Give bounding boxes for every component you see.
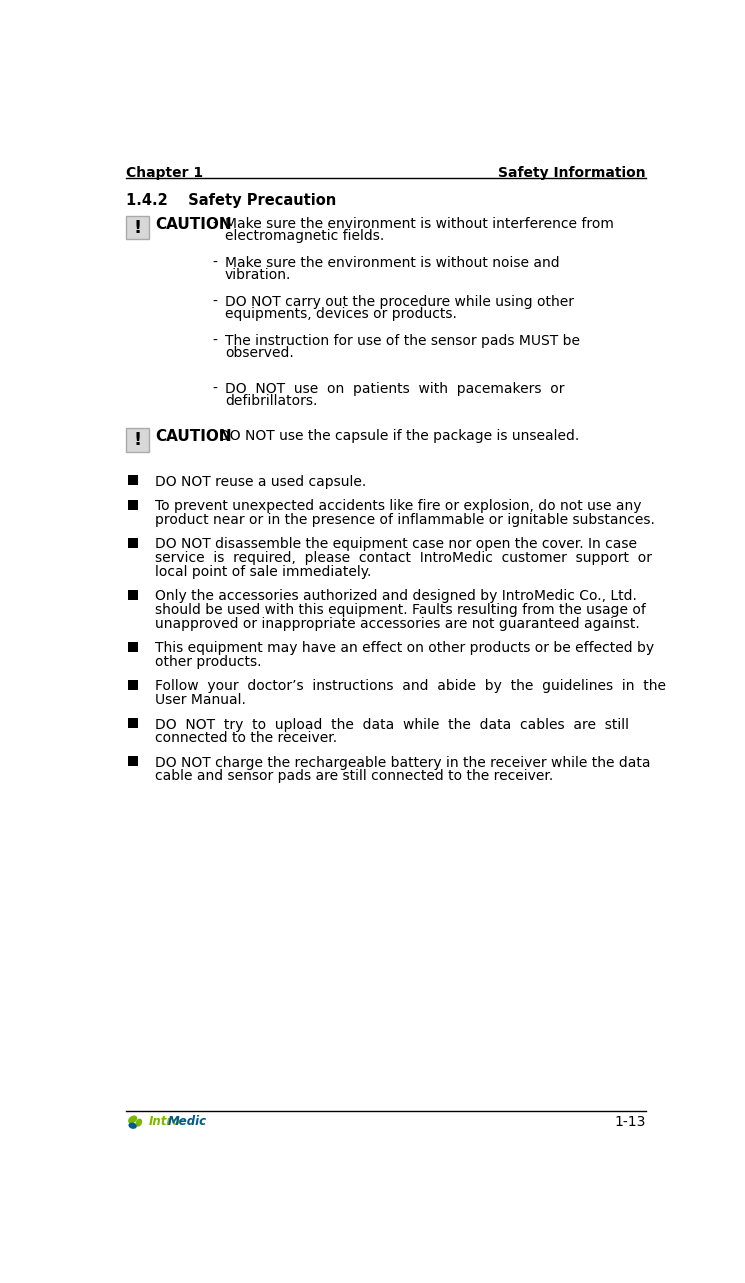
Text: DO NOT carry out the procedure while using other: DO NOT carry out the procedure while usi… — [225, 295, 574, 309]
Text: The instruction for use of the sensor pads MUST be: The instruction for use of the sensor pa… — [225, 334, 580, 348]
FancyBboxPatch shape — [126, 217, 149, 240]
Bar — [128, 757, 138, 766]
Text: DO  NOT  use  on  patients  with  pacemakers  or: DO NOT use on patients with pacemakers o… — [225, 382, 565, 396]
Text: product near or in the presence of inflammable or ignitable substances.: product near or in the presence of infla… — [155, 513, 655, 527]
Text: 1-13: 1-13 — [615, 1115, 646, 1129]
Bar — [128, 590, 138, 600]
Text: CAUTION: CAUTION — [155, 217, 232, 232]
Ellipse shape — [128, 1115, 137, 1124]
Text: Intro: Intro — [149, 1115, 181, 1128]
Text: Medic: Medic — [168, 1115, 207, 1128]
Bar — [128, 680, 138, 690]
Text: Make sure the environment is without noise and: Make sure the environment is without noi… — [225, 257, 559, 269]
Text: unapproved or inappropriate accessories are not guaranteed against.: unapproved or inappropriate accessories … — [155, 617, 640, 631]
Text: CAUTION: CAUTION — [155, 430, 232, 444]
Text: should be used with this equipment. Faults resulting from the usage of: should be used with this equipment. Faul… — [155, 603, 646, 617]
Text: -: - — [212, 295, 218, 309]
Bar — [128, 718, 138, 729]
Text: DO NOT use the capsule if the package is unsealed.: DO NOT use the capsule if the package is… — [219, 430, 579, 443]
Text: !: ! — [133, 219, 142, 237]
Text: DO NOT disassemble the equipment case nor open the cover. In case: DO NOT disassemble the equipment case no… — [155, 538, 637, 552]
Ellipse shape — [136, 1119, 142, 1126]
Text: -: - — [212, 257, 218, 269]
Text: User Manual.: User Manual. — [155, 693, 246, 707]
Text: !: ! — [133, 431, 142, 449]
Bar — [128, 642, 138, 652]
Bar — [128, 500, 138, 509]
Text: defibrillators.: defibrillators. — [225, 394, 317, 408]
Text: DO NOT charge the rechargeable battery in the receiver while the data: DO NOT charge the rechargeable battery i… — [155, 756, 650, 770]
Text: -: - — [212, 382, 218, 396]
Text: electromagnetic fields.: electromagnetic fields. — [225, 230, 384, 242]
Text: -: - — [212, 334, 218, 348]
Text: To prevent unexpected accidents like fire or explosion, do not use any: To prevent unexpected accidents like fir… — [155, 499, 641, 513]
Text: equipments, devices or products.: equipments, devices or products. — [225, 307, 457, 321]
Text: Chapter 1: Chapter 1 — [126, 166, 203, 180]
Text: -: - — [212, 217, 218, 231]
Text: observed.: observed. — [225, 345, 294, 359]
Text: vibration.: vibration. — [225, 268, 291, 282]
Text: Only the accessories authorized and designed by IntroMedic Co., Ltd.: Only the accessories authorized and desi… — [155, 589, 637, 603]
Text: connected to the receiver.: connected to the receiver. — [155, 731, 337, 745]
Text: other products.: other products. — [155, 654, 261, 668]
Text: Follow  your  doctor’s  instructions  and  abide  by  the  guidelines  in  the: Follow your doctor’s instructions and ab… — [155, 679, 666, 693]
Text: Safety Information: Safety Information — [498, 166, 646, 180]
Text: local point of sale immediately.: local point of sale immediately. — [155, 565, 372, 579]
Bar — [128, 476, 138, 485]
Text: Make sure the environment is without interference from: Make sure the environment is without int… — [225, 217, 614, 231]
Bar — [128, 538, 138, 548]
Text: service  is  required,  please  contact  IntroMedic  customer  support  or: service is required, please contact Intr… — [155, 552, 652, 565]
Text: This equipment may have an effect on other products or be effected by: This equipment may have an effect on oth… — [155, 642, 654, 656]
Ellipse shape — [128, 1123, 137, 1129]
Text: DO NOT reuse a used capsule.: DO NOT reuse a used capsule. — [155, 475, 367, 489]
FancyBboxPatch shape — [126, 429, 149, 452]
Text: DO  NOT  try  to  upload  the  data  while  the  data  cables  are  still: DO NOT try to upload the data while the … — [155, 717, 629, 731]
Text: 1.4.2    Safety Precaution: 1.4.2 Safety Precaution — [126, 194, 336, 208]
Text: cable and sensor pads are still connected to the receiver.: cable and sensor pads are still connecte… — [155, 770, 554, 784]
